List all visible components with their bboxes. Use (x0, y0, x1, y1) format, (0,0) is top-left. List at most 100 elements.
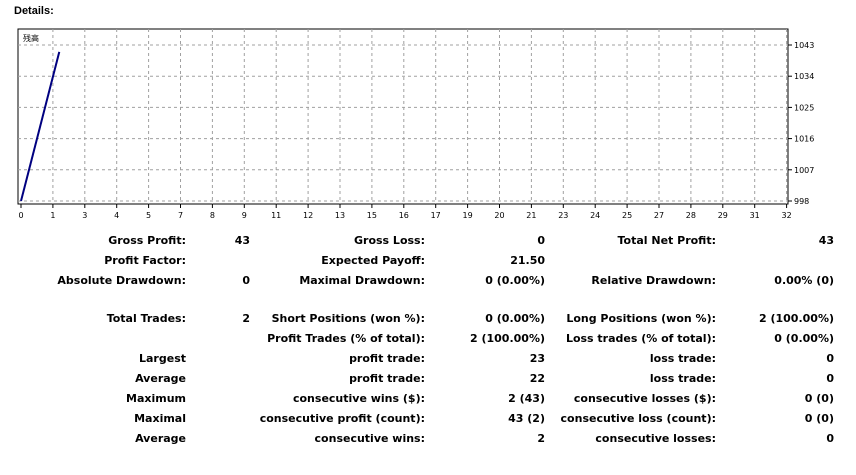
balance-series-line (20, 51, 61, 202)
maximum-wins-label: consecutive wins ($): (292, 391, 425, 405)
average-label: Average (135, 371, 186, 385)
y-tick-label: 1034 (794, 72, 814, 81)
maximal-drawdown-value: 0 (0.00%) (485, 273, 545, 287)
y-tick-label: 1007 (794, 166, 814, 175)
average-profit-label: profit trade: (349, 371, 425, 385)
maximal-loss-label: consecutive loss (count): (560, 411, 716, 425)
largest-profit-label: profit trade: (349, 351, 425, 365)
short-positions-value: 0 (0.00%) (485, 311, 545, 325)
relative-drawdown-label: Relative Drawdown: (591, 273, 716, 287)
x-tick-label: 21 (526, 211, 536, 220)
largest-loss-label: loss trade: (649, 351, 716, 365)
stats-row: Profit Factor: Expected Payoff: 21.50 (14, 250, 834, 270)
x-tick-label: 16 (399, 211, 409, 220)
y-tick-label: 1016 (794, 135, 814, 144)
y-tick-label: 998 (794, 197, 809, 206)
gross-profit-label: Gross Profit: (108, 233, 186, 247)
maximum-losses-value: 0 (0) (804, 391, 834, 405)
x-tick-label: 7 (178, 211, 183, 220)
relative-drawdown-value: 0.00% (0) (774, 273, 834, 287)
stats-row: Average profit trade: 22 loss trade: 0 (14, 368, 834, 388)
expected-payoff-value: 21.50 (510, 253, 545, 267)
gross-profit-value: 43 (234, 233, 250, 247)
profit-trades-value: 2 (100.00%) (469, 331, 545, 345)
spacer-row (14, 290, 834, 308)
largest-label: Largest (139, 351, 186, 365)
stats-table: Gross Profit: 43 Gross Loss: 0 Total Net… (14, 230, 834, 448)
profit-trades-label: Profit Trades (% of total): (267, 331, 425, 345)
details-title: Details: (14, 5, 54, 17)
x-tick-label: 0 (18, 211, 23, 220)
x-tick-label: 20 (494, 211, 504, 220)
average-consecutive-losses-value: 0 (826, 431, 834, 445)
x-tick-label: 24 (590, 211, 600, 220)
x-tick-label: 13 (335, 211, 345, 220)
profit-factor-value (186, 250, 250, 270)
total-net-profit-value: 43 (818, 233, 834, 247)
stats-row: Maximum consecutive wins ($): 2 (43) con… (14, 388, 834, 408)
x-tick-label: 8 (210, 211, 215, 220)
x-tick-label: 9 (242, 211, 247, 220)
y-tick-label: 1043 (794, 41, 814, 50)
profit-factor-label: Profit Factor: (104, 253, 186, 267)
average-consecutive-wins-value: 2 (537, 431, 545, 445)
maximum-label: Maximum (126, 391, 186, 405)
stats-row: Total Trades: 2 Short Positions (won %):… (14, 308, 834, 328)
stats-row: Average consecutive wins: 2 consecutive … (14, 428, 834, 448)
stats-row: Profit Trades (% of total): 2 (100.00%) … (14, 328, 834, 348)
x-tick-label: 32 (782, 211, 792, 220)
long-positions-label: Long Positions (won %): (566, 311, 716, 325)
maximal-label: Maximal (134, 411, 186, 425)
maximum-wins-value: 2 (43) (508, 391, 545, 405)
maximal-profit-label: consecutive profit (count): (259, 411, 425, 425)
average-loss-value: 0 (826, 371, 834, 385)
absolute-drawdown-label: Absolute Drawdown: (57, 273, 186, 287)
series-layer (20, 51, 61, 202)
stats-row: Gross Profit: 43 Gross Loss: 0 Total Net… (14, 230, 834, 250)
x-tick-label: 12 (303, 211, 313, 220)
short-positions-label: Short Positions (won %): (271, 311, 425, 325)
largest-loss-value: 0 (826, 351, 834, 365)
average-consecutive-label: Average (135, 431, 186, 445)
x-tick-label: 11 (271, 211, 281, 220)
x-tick-label: 25 (622, 211, 632, 220)
gross-loss-label: Gross Loss: (354, 233, 425, 247)
absolute-drawdown-value: 0 (242, 273, 250, 287)
expected-payoff-label: Expected Payoff: (321, 253, 425, 267)
x-tick-label: 15 (367, 211, 377, 220)
loss-trades-label: Loss trades (% of total): (565, 331, 716, 345)
maximum-losses-label: consecutive losses ($): (573, 391, 716, 405)
maximal-loss-value: 0 (0) (804, 411, 834, 425)
grid-lines (18, 29, 788, 204)
stats-row: Absolute Drawdown: 0 Maximal Drawdown: 0… (14, 270, 834, 290)
total-trades-value: 2 (242, 311, 250, 325)
average-consecutive-wins-label: consecutive wins: (314, 431, 425, 445)
legend-label: 残高 (23, 33, 39, 43)
x-tick-label: 19 (463, 211, 473, 220)
x-tick-label: 17 (431, 211, 441, 220)
stats-row: Maximal consecutive profit (count): 43 (… (14, 408, 834, 428)
total-trades-label: Total Trades: (106, 311, 186, 325)
x-tick-label: 3 (82, 211, 87, 220)
x-tick-label: 23 (558, 211, 568, 220)
average-consecutive-losses-label: consecutive losses: (595, 431, 716, 445)
long-positions-value: 2 (100.00%) (758, 311, 834, 325)
x-tick-label: 1 (50, 211, 55, 220)
largest-profit-value: 23 (529, 351, 545, 365)
gross-loss-value: 0 (537, 233, 545, 247)
loss-trades-value: 0 (0.00%) (774, 331, 834, 345)
x-tick-label: 27 (654, 211, 664, 220)
maximal-drawdown-label: Maximal Drawdown: (299, 273, 425, 287)
x-tick-label: 5 (146, 211, 151, 220)
maximal-profit-value: 43 (2) (508, 411, 545, 425)
y-tick-label: 1025 (794, 103, 814, 112)
x-tick-label: 28 (686, 211, 696, 220)
average-profit-value: 22 (529, 371, 545, 385)
stats-row: Largest profit trade: 23 loss trade: 0 (14, 348, 834, 368)
x-tick-label: 31 (750, 211, 760, 220)
plot-frame (17, 28, 789, 205)
total-net-profit-label: Total Net Profit: (617, 233, 717, 247)
average-loss-label: loss trade: (649, 371, 716, 385)
x-tick-label: 4 (114, 211, 119, 220)
